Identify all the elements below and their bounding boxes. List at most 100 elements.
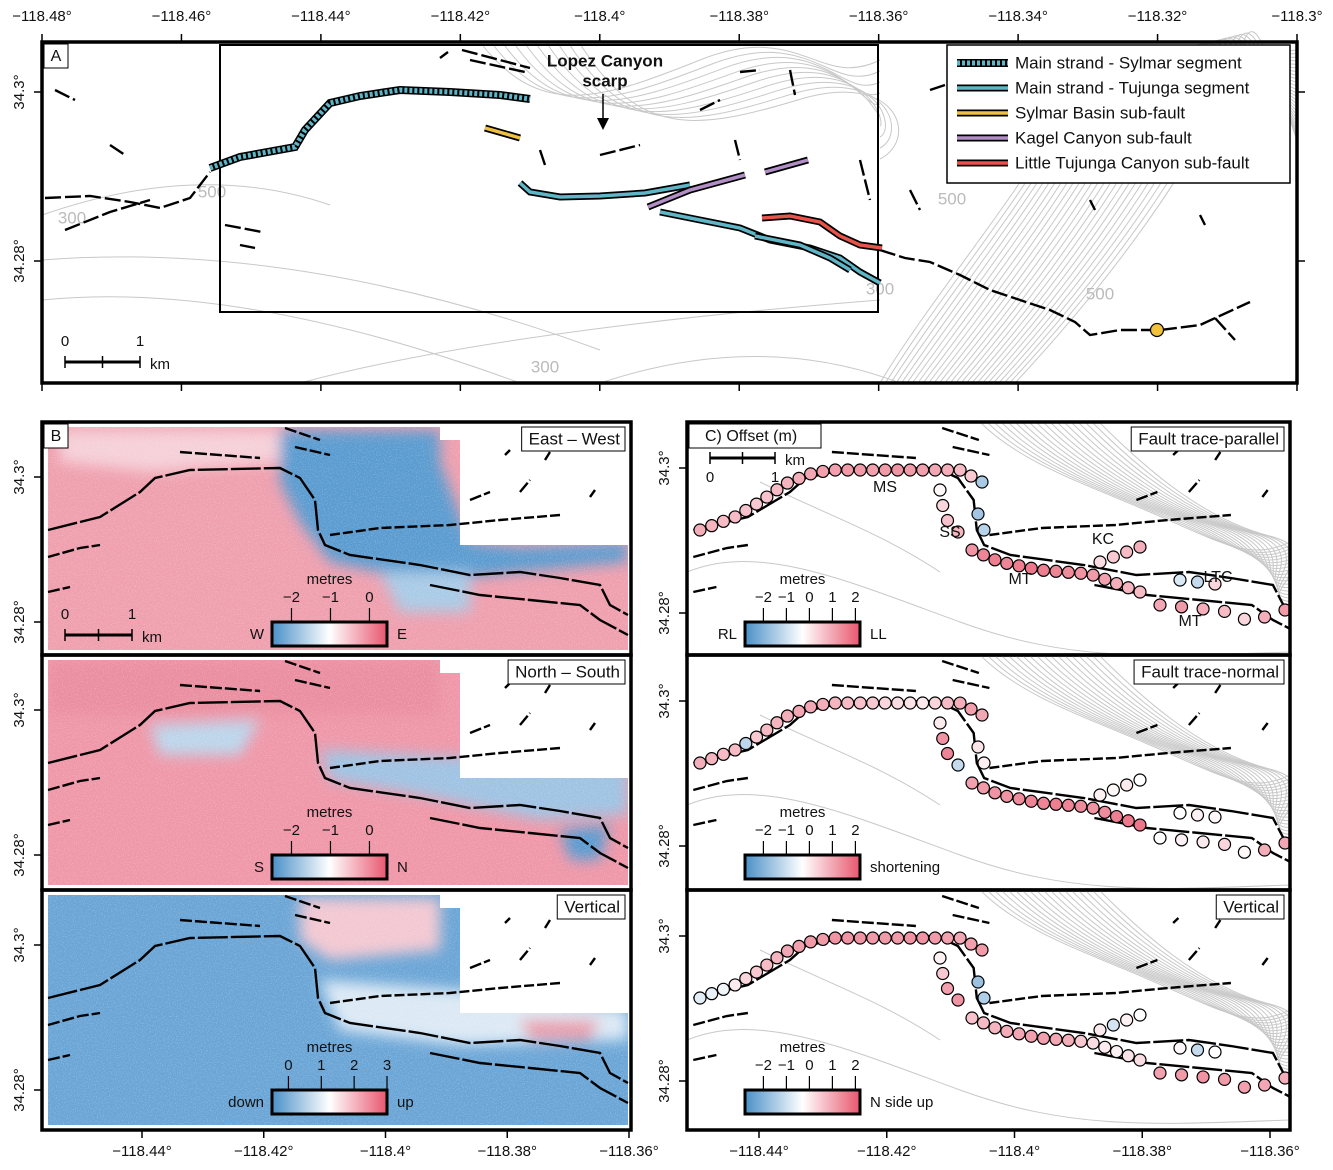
figure: 300500500500300300Lopez Canyonscarp01kmM… [0,0,1333,1165]
contour-line [42,297,520,383]
offset-marker [972,976,984,988]
offset-marker [966,1012,978,1024]
offset-marker [965,938,977,950]
offset-marker [941,747,953,759]
offset-marker [867,697,879,709]
fault-trace [440,52,448,58]
fault-trace [55,90,75,100]
fault-trace [520,948,530,960]
fault-trace [540,150,545,165]
fault-trace [590,723,595,730]
offset-marker [1107,784,1119,796]
colorbar-tick-label: 3 [383,1057,391,1074]
colorbar-left-label: W [250,626,265,643]
fault-trace [520,480,530,492]
lat-tick-label: 34.3° [11,74,28,109]
lon-tick-label: −118.42° [857,1143,917,1160]
offset-marker [904,697,916,709]
colorbar-tick-label: 0 [805,1057,813,1074]
offset-marker [892,932,904,944]
subpanel-title: Vertical [1223,897,1279,916]
colorbar-right-label: shortening [870,859,940,876]
offset-marker [740,505,752,517]
colorbar-left-label: S [254,859,264,876]
offset-marker [929,697,941,709]
fault-trace [520,183,690,197]
study-area-box [220,45,878,312]
legend-label: Little Tujunga Canyon sub-fault [1015,153,1250,172]
lon-tick-label: −118.38° [1112,1143,1172,1160]
offset-marker [1094,1024,1106,1036]
site-label: SS [939,524,960,541]
offset-marker [1134,1009,1146,1021]
offset-marker [1192,809,1204,821]
offset-marker [842,697,854,709]
fault-trace [953,447,990,455]
offset-marker [729,511,741,523]
site-label: MT [1008,571,1031,588]
offset-marker [1087,802,1099,814]
offset-marker [751,731,763,743]
lon-tick-label: −118.44° [291,8,351,25]
panel-c: MSSSMTKCLTCMTFault trace-parallelmetres−… [656,422,1302,1160]
offset-marker [1111,811,1123,823]
fault-trace [110,145,125,155]
lat-tick-label: 34.28° [656,824,673,868]
colorbar-tick-label: −2 [283,589,300,606]
contours [687,422,1302,655]
offset-marker [976,709,988,721]
offset-marker [706,520,718,532]
offset-marker [942,932,954,944]
colorbar-tick-label: 0 [805,589,813,606]
colorbar-right-label: LL [870,626,887,643]
colorbar-tick-label: −1 [322,822,339,839]
offset-marker [817,465,829,477]
colorbar [745,622,860,646]
legend-label: Sylmar Basin sub-fault [1015,103,1185,122]
lat-tick-label: 34.28° [11,239,28,283]
offset-marker [917,932,929,944]
lon-tick-label: −118.4° [360,1143,411,1160]
fault-trace [225,225,262,232]
offset-marker [966,777,978,789]
contour-line [600,357,900,384]
offset-marker [867,932,879,944]
lon-tick-label: −118.36° [1240,1143,1300,1160]
legend-label: Kagel Canyon sub-fault [1015,128,1192,147]
colorbar-title: metres [780,804,826,821]
colorbar-tick-label: −2 [283,822,300,839]
site-label: KC [1092,531,1114,548]
lon-tick-label: −118.4° [989,1143,1040,1160]
offset-marker [706,753,718,765]
site-label: LTC [1203,569,1232,586]
colorbar-tick-label: 2 [851,589,859,606]
lon-tick-label: −118.32° [1128,8,1188,25]
annotation: scarp [582,71,627,90]
offset-marker [842,932,854,944]
offset-marker [904,932,916,944]
offset-marker [1062,566,1074,578]
offset-marker [805,701,817,713]
offset-marker [717,983,729,995]
offset-marker [1174,1042,1186,1054]
offset-marker [1087,569,1099,581]
offset-marker [854,464,866,476]
offset-marker [1154,599,1166,611]
contour-line [760,482,940,572]
lat-tick-label: 34.3° [656,450,673,485]
lat-tick-label: 34.28° [11,833,28,877]
offset-marker [1176,601,1188,613]
fault-trace [600,145,640,155]
offset-marker [805,468,817,480]
offset-marker [1075,800,1087,812]
colorbar-tick-label: 1 [828,1057,836,1074]
fault-trace-outline [210,90,530,168]
offset-marker [1174,574,1186,586]
scale-bar-label: 0 [706,469,714,486]
lon-tick-label: −118.38° [709,8,769,25]
fault-trace [942,661,979,673]
fault-trace [832,685,916,691]
colorbar [272,1090,387,1114]
colorbar-right-label: N side up [870,1094,933,1111]
colorbar-title: metres [780,571,826,588]
